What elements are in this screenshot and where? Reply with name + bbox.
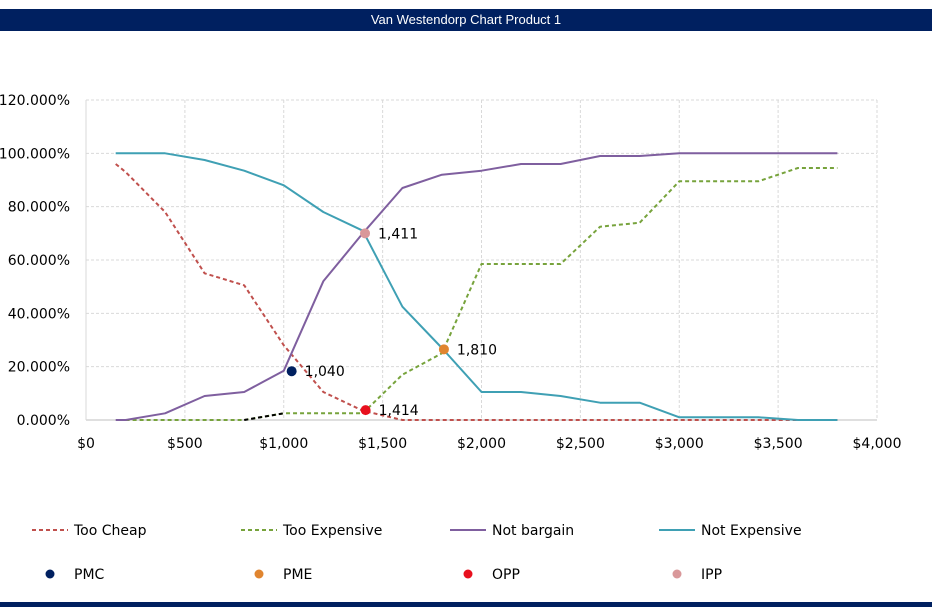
legend-label: Not Expensive — [701, 523, 802, 539]
price-points: 1,040 1,810 1,414 1,411 — [286, 226, 497, 419]
y-tick-label: 20.000% — [8, 360, 70, 376]
x-tick-label: $1,000 — [259, 436, 308, 452]
point-ipp — [360, 228, 371, 239]
series-lines — [115, 152, 838, 421]
series-line-too-cheap — [115, 163, 838, 421]
legend-marker-opp — [463, 569, 473, 579]
series-line-too-expensive — [125, 167, 838, 421]
series-highlight-segment — [244, 412, 284, 421]
series-line-not-bargain — [115, 152, 838, 421]
legend-marker-pmc — [45, 569, 55, 579]
y-tick-label: 100.000% — [0, 146, 70, 162]
y-tick-label: 60.000% — [8, 253, 70, 269]
chart-title: Van Westendorp Chart Product 1 — [0, 9, 932, 31]
point-pme — [438, 344, 449, 355]
point-opp — [360, 405, 371, 416]
legend-label: Too Expensive — [282, 523, 382, 539]
point-pmc — [286, 366, 297, 377]
y-tick-label: 80.000% — [8, 200, 70, 216]
legend-label: Too Cheap — [73, 523, 147, 539]
x-tick-label: $3,000 — [655, 436, 704, 452]
legend-label: IPP — [701, 567, 722, 583]
legend-marker-pme — [254, 569, 264, 579]
x-tick-label: $4,000 — [853, 436, 902, 452]
y-tick-label: 40.000% — [8, 306, 70, 322]
x-tick-label: $2,500 — [556, 436, 605, 452]
bottom-border — [0, 602, 932, 607]
x-tick-label: $3,500 — [754, 436, 803, 452]
x-tick-label: $0 — [77, 436, 95, 452]
legend-label: PME — [283, 567, 312, 583]
point-label-pmc: 1,040 — [305, 364, 345, 380]
gridlines — [86, 99, 878, 420]
legend-label: Not bargain — [492, 523, 574, 539]
legend: Too Cheap Too Expensive Not bargain Not Exp… — [32, 523, 802, 583]
x-tick-label: $2,000 — [457, 436, 506, 452]
y-tick-label: 0.000% — [17, 413, 70, 429]
point-label-opp: 1,414 — [379, 403, 419, 419]
point-label-pme: 1,810 — [457, 342, 497, 358]
series-line-not-expensive — [115, 152, 838, 421]
x-tick-label: $1,500 — [358, 436, 407, 452]
axes: 0.000% 20.000% 40.000% 60.000% 80.000% 100.00… — [0, 93, 902, 452]
x-tick-label: $500 — [167, 436, 203, 452]
legend-label: PMC — [74, 567, 105, 583]
point-label-ipp: 1,411 — [378, 226, 418, 242]
legend-label: OPP — [492, 567, 520, 583]
y-tick-label: 120.000% — [0, 93, 70, 109]
legend-marker-ipp — [672, 569, 682, 579]
